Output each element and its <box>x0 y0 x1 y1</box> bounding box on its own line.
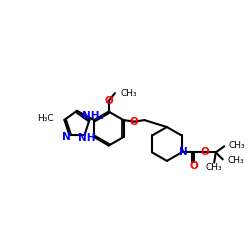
Text: CH₃: CH₃ <box>206 163 222 172</box>
Text: O: O <box>200 148 209 158</box>
Text: NH₂: NH₂ <box>82 111 104 121</box>
Text: CH₃: CH₃ <box>229 141 246 150</box>
Text: CH₃: CH₃ <box>120 89 137 98</box>
Text: O: O <box>130 117 139 127</box>
Text: CH₃: CH₃ <box>227 156 244 165</box>
Text: N: N <box>62 132 71 142</box>
Text: O: O <box>104 96 113 106</box>
Text: N: N <box>179 148 188 158</box>
Text: H₃C: H₃C <box>37 114 54 123</box>
Text: O: O <box>190 161 198 171</box>
Text: NH: NH <box>78 134 96 143</box>
